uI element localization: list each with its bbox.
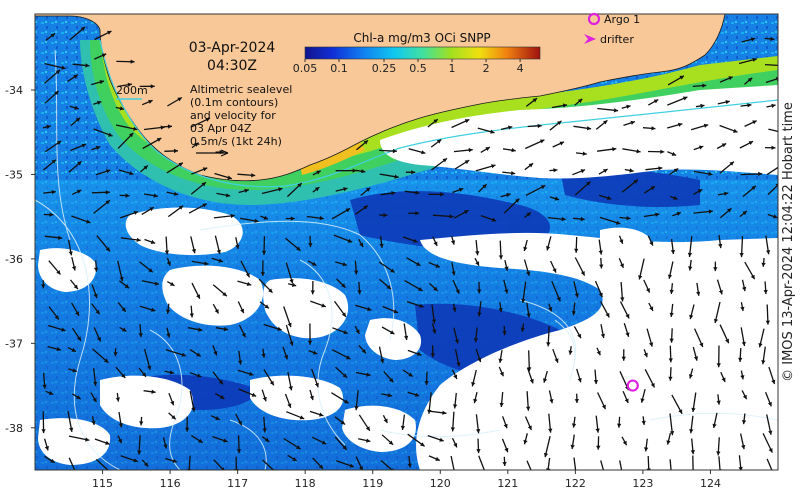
- argo-legend-label: Argo 1: [604, 13, 640, 26]
- x-tick-label: 118: [295, 477, 316, 490]
- velocity-arrow-head: [531, 473, 535, 478]
- velocity-arrow-head: [691, 470, 695, 474]
- notes-line-1: Altimetric sealevel: [190, 83, 292, 96]
- notes-line-4: 03 Apr 04Z: [190, 122, 252, 135]
- y-tick-label: -38: [5, 422, 23, 435]
- velocity-arrow-head: [647, 469, 651, 473]
- velocity-arrow-head: [771, 473, 775, 478]
- x-tick-label: 116: [160, 477, 181, 490]
- x-tick-label: 123: [632, 477, 653, 490]
- x-tick-label: 121: [497, 477, 518, 490]
- colorbar-tick-label: 0.1: [330, 62, 348, 75]
- x-tick-label: 117: [227, 477, 248, 490]
- velocity-arrow-head: [187, 469, 191, 473]
- x-tick-label: 115: [92, 477, 113, 490]
- colorbar-tick-label: 0.5: [409, 62, 427, 75]
- y-tick-label: -36: [5, 253, 23, 266]
- y-tick-label: -37: [5, 337, 23, 350]
- notes-line-5: 0.5m/s (1kt 24h): [190, 135, 282, 148]
- x-tick-label: 124: [700, 477, 721, 490]
- map-date: 03-Apr-2024: [189, 40, 276, 56]
- x-tick-label: 119: [362, 477, 383, 490]
- colorbar-tick-label: 0.25: [372, 62, 397, 75]
- drifter-legend-label: drifter: [600, 33, 634, 46]
- velocity-arrow-head: [669, 475, 673, 479]
- colorbar-tick-label: 0.05: [293, 62, 318, 75]
- bathymetry-legend: 200m: [116, 84, 148, 99]
- credit-text: © IMOS 13-Apr-2024 12:04:22 Hobart time: [781, 102, 796, 382]
- velocity-arrow-head: [452, 472, 456, 476]
- bathymetry-legend-label: 200m: [116, 84, 148, 97]
- colorbar-title: Chl-a mg/m3 OCi SNPP: [353, 31, 490, 45]
- colorbar-tick-label: 4: [517, 62, 524, 75]
- notes-line-3: and velocity for: [190, 109, 276, 122]
- velocity-arrow-head: [74, 473, 78, 478]
- colorbar-tick-label: 1: [449, 62, 456, 75]
- colorbar-tick-label: 2: [483, 62, 490, 75]
- y-axis: -34 -35 -36 -37 -38: [5, 84, 35, 435]
- x-axis: 115 116 117 118 119 120 121 122 123 124: [92, 470, 721, 490]
- colorbar-gradient: [305, 47, 540, 59]
- map-time: 04:30Z: [207, 58, 257, 74]
- y-tick-label: -35: [5, 168, 23, 181]
- velocity-arrow-head: [603, 475, 607, 479]
- x-tick-label: 120: [430, 477, 451, 490]
- velocity-arrow-head: [620, 471, 624, 475]
- y-tick-label: -34: [5, 84, 23, 97]
- notes-line-2: (0.1m contours): [190, 96, 278, 109]
- x-tick-label: 122: [565, 477, 586, 490]
- velocity-arrow-head: [483, 471, 487, 476]
